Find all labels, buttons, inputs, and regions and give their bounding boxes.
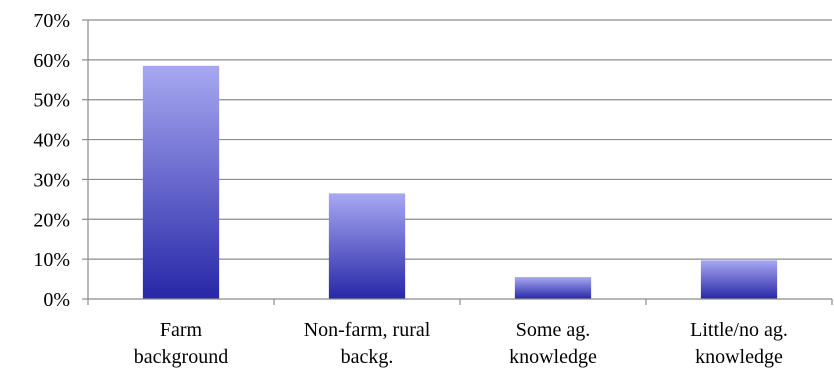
x-category-label-line: knowledge <box>695 346 783 368</box>
x-category-labels: Farm background Non-farm, rural backg. Some … <box>134 319 788 368</box>
x-category-label-line: Some ag. <box>516 319 590 341</box>
x-category-label-line: background <box>134 346 228 368</box>
bar <box>514 277 592 299</box>
y-tick-label: 40% <box>33 130 70 152</box>
x-category-label-line: Non-farm, rural <box>304 319 431 341</box>
x-category-label-line: knowledge <box>509 346 597 368</box>
bar <box>142 65 220 299</box>
bar <box>700 260 778 299</box>
y-tick-label: 30% <box>33 169 70 191</box>
axes <box>82 19 833 305</box>
x-category-label-line: Farm <box>160 319 203 341</box>
y-tick-label: 60% <box>33 50 70 72</box>
x-category-label-line: backg. <box>341 346 394 368</box>
bars <box>142 65 778 299</box>
y-tick-label: 50% <box>33 90 70 112</box>
y-tick-label: 20% <box>33 209 70 231</box>
x-category-label: Farm background <box>134 319 228 368</box>
x-category-label-line: Little/no ag. <box>690 319 788 341</box>
x-category-label: Little/no ag. knowledge <box>690 319 788 368</box>
y-tick-label: 70% <box>33 10 70 32</box>
y-tick-labels: 0% 10% 20% 30% 40% 50% 60% 70% <box>33 10 70 311</box>
x-category-label: Some ag. knowledge <box>509 319 597 368</box>
y-tick-label: 0% <box>43 289 70 311</box>
y-tick-label: 10% <box>33 249 70 271</box>
x-category-label: Non-farm, rural backg. <box>304 319 431 368</box>
bar <box>328 193 406 299</box>
